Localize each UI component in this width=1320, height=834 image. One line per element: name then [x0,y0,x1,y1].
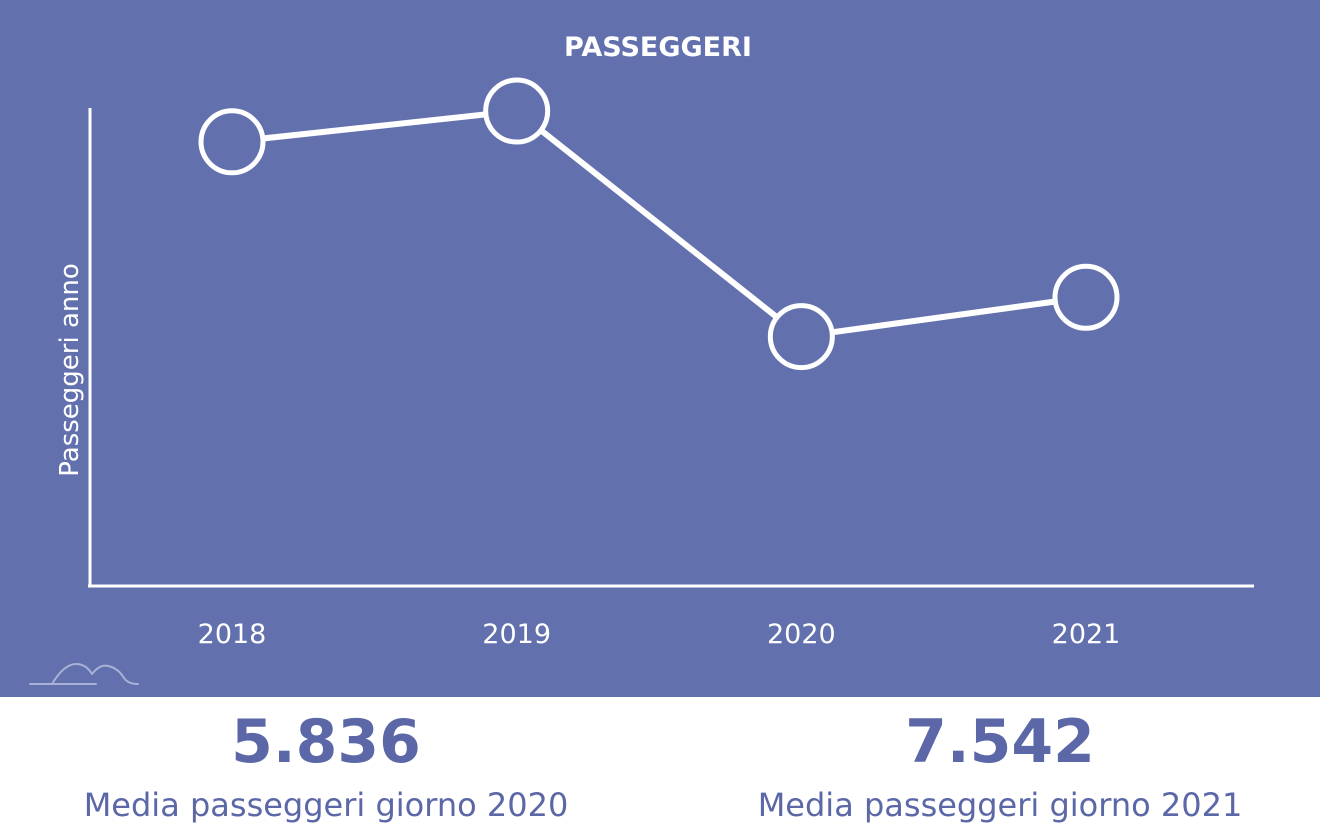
data-point-2019 [483,77,551,145]
stat-label: Media passeggeri giorno 2020 [83,786,569,824]
stats-row: 5.836 Media passeggeri giorno 2020 7.542… [0,697,1320,834]
data-point-2020 [767,303,835,371]
mountain-logo-icon [29,663,139,685]
stat-2020: 5.836 Media passeggeri giorno 2020 [0,697,660,823]
x-tick-label-2021: 2021 [1052,619,1121,650]
x-tick-label-2018: 2018 [198,619,267,650]
chart-title: PASSEGGERI [564,32,752,63]
stat-2021: 7.542 Media passeggeri giorno 2021 [660,697,1320,823]
y-axis-label: Passeggeri anno [55,263,85,477]
stat-label: Media passeggeri giorno 2021 [757,786,1243,824]
x-tick-label-2020: 2020 [767,619,836,650]
chart-panel: PASSEGGERI Passeggeri anno 2018 2019 2020 2… [0,0,1320,697]
stat-value: 5.836 [231,707,421,777]
x-tick-labels: 2018 2019 2020 2021 [198,619,1121,650]
series-layer [198,77,1120,371]
series-line [231,108,1087,340]
line-chart: PASSEGGERI Passeggeri anno 2018 2019 2020 2… [29,32,1254,685]
x-tick-label-2019: 2019 [482,619,551,650]
data-point-2021 [1052,263,1120,331]
stat-value: 7.542 [905,707,1095,777]
data-point-2018 [198,108,266,176]
